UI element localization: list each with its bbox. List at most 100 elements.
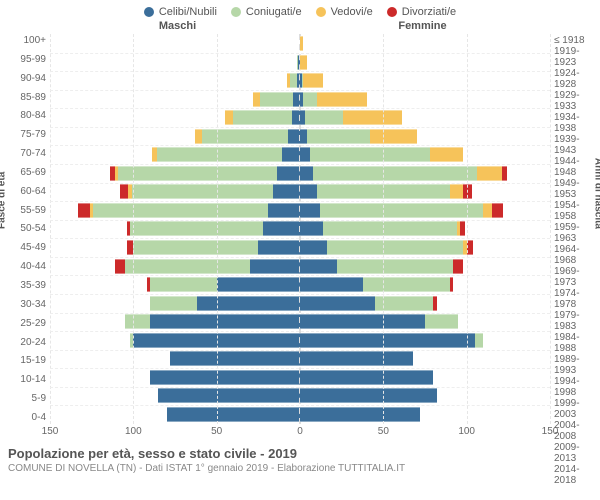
bar-segment [323,221,456,236]
bar-row [50,276,300,293]
bar-segment [167,407,300,422]
x-tick: 50 [211,426,222,437]
bar-segment [147,277,150,292]
bar-segment [300,296,375,311]
bar-segment [268,203,300,218]
legend-label: Vedovi/e [331,6,373,18]
gridline [50,34,51,424]
bar-segment [258,240,300,255]
gridline-h [50,108,550,109]
bar-segment [300,184,317,199]
birth-label: 1984-1988 [554,332,600,354]
bar-segment [170,351,300,366]
age-label: 45-49 [0,242,46,253]
bar-segment [158,388,300,403]
bar-segment [277,166,300,181]
age-label: 5-9 [0,393,46,404]
bar-row [50,387,300,404]
y-right-title: Anni di nascita [593,158,600,229]
bar-segment [327,240,464,255]
bar-segment [233,110,291,125]
age-label: 10-14 [0,374,46,385]
bar-segment [303,92,316,107]
bar-segment [430,147,463,162]
bar-segment [433,296,436,311]
bar-segment [250,259,300,274]
bar-row [50,183,300,200]
bar-segment [120,184,128,199]
bar-row [300,369,550,386]
bar-row [50,332,300,349]
legend-item: Coniugati/e [231,6,302,18]
bar-segment [110,166,115,181]
bar-segment [300,240,327,255]
bar-segment [300,333,475,348]
bar-row [50,369,300,386]
bar-segment [300,129,307,144]
birth-label: 1964-1968 [554,244,600,266]
bar-segment [502,166,507,181]
bar-segment [300,203,320,218]
x-tick: 100 [458,426,475,437]
x-tick: 150 [42,426,59,437]
gridline-h [50,405,550,406]
birth-label: 1919-1923 [554,46,600,68]
bar-segment [320,203,483,218]
bar-segment [150,370,300,385]
birth-axis: ≤ 19181919-19231924-19281929-19331934-19… [550,34,600,424]
bar-segment [152,147,157,162]
female-side [300,34,550,424]
bar-segment [300,388,437,403]
bar-segment [363,277,450,292]
bar-segment [343,110,401,125]
side-headers: Maschi Femmine [0,20,600,34]
bar-row [300,35,550,52]
bar-row [50,91,300,108]
bar-segment [305,110,343,125]
x-tick: 100 [125,426,142,437]
bar-segment [300,166,313,181]
bar-row [50,202,300,219]
x-axis: 15010050050100150 [0,424,600,438]
bar-segment [157,147,282,162]
bar-segment [300,370,433,385]
gridline-h [50,145,550,146]
gridline [133,34,134,424]
bar-row [300,295,550,312]
gridline-h [50,331,550,332]
gridline [467,34,468,424]
bar-segment [125,259,250,274]
bar-segment [150,296,197,311]
gridline-h [50,164,550,165]
gridline [383,34,384,424]
bar-segment [150,277,217,292]
bar-row [300,239,550,256]
bar-row [300,313,550,330]
bar-row [50,72,300,89]
age-label: 75-79 [0,129,46,140]
x-tick: 50 [378,426,389,437]
legend-label: Coniugati/e [246,6,302,18]
bar-segment [317,92,367,107]
bar-segment [300,36,303,51]
age-label: 30-34 [0,299,46,310]
bar-segment [225,110,233,125]
age-label: 100+ [0,35,46,46]
gridline-h [50,90,550,91]
bar-row [300,109,550,126]
bar-row [50,313,300,330]
y-left-title: Fasce di età [0,172,8,229]
bar-segment [453,259,463,274]
bar-row [50,35,300,52]
legend-label: Celibi/Nubili [159,6,217,18]
bar-segment [127,221,130,236]
bar-segment [300,277,363,292]
legend-item: Vedovi/e [316,6,373,18]
gridline-h [50,71,550,72]
bar-segment [128,184,131,199]
birth-label: 1989-1993 [554,354,600,376]
birth-label: 1999-2003 [554,398,600,420]
x-tick: 150 [542,426,559,437]
birth-label: 1994-1998 [554,376,600,398]
bar-segment [477,166,502,181]
